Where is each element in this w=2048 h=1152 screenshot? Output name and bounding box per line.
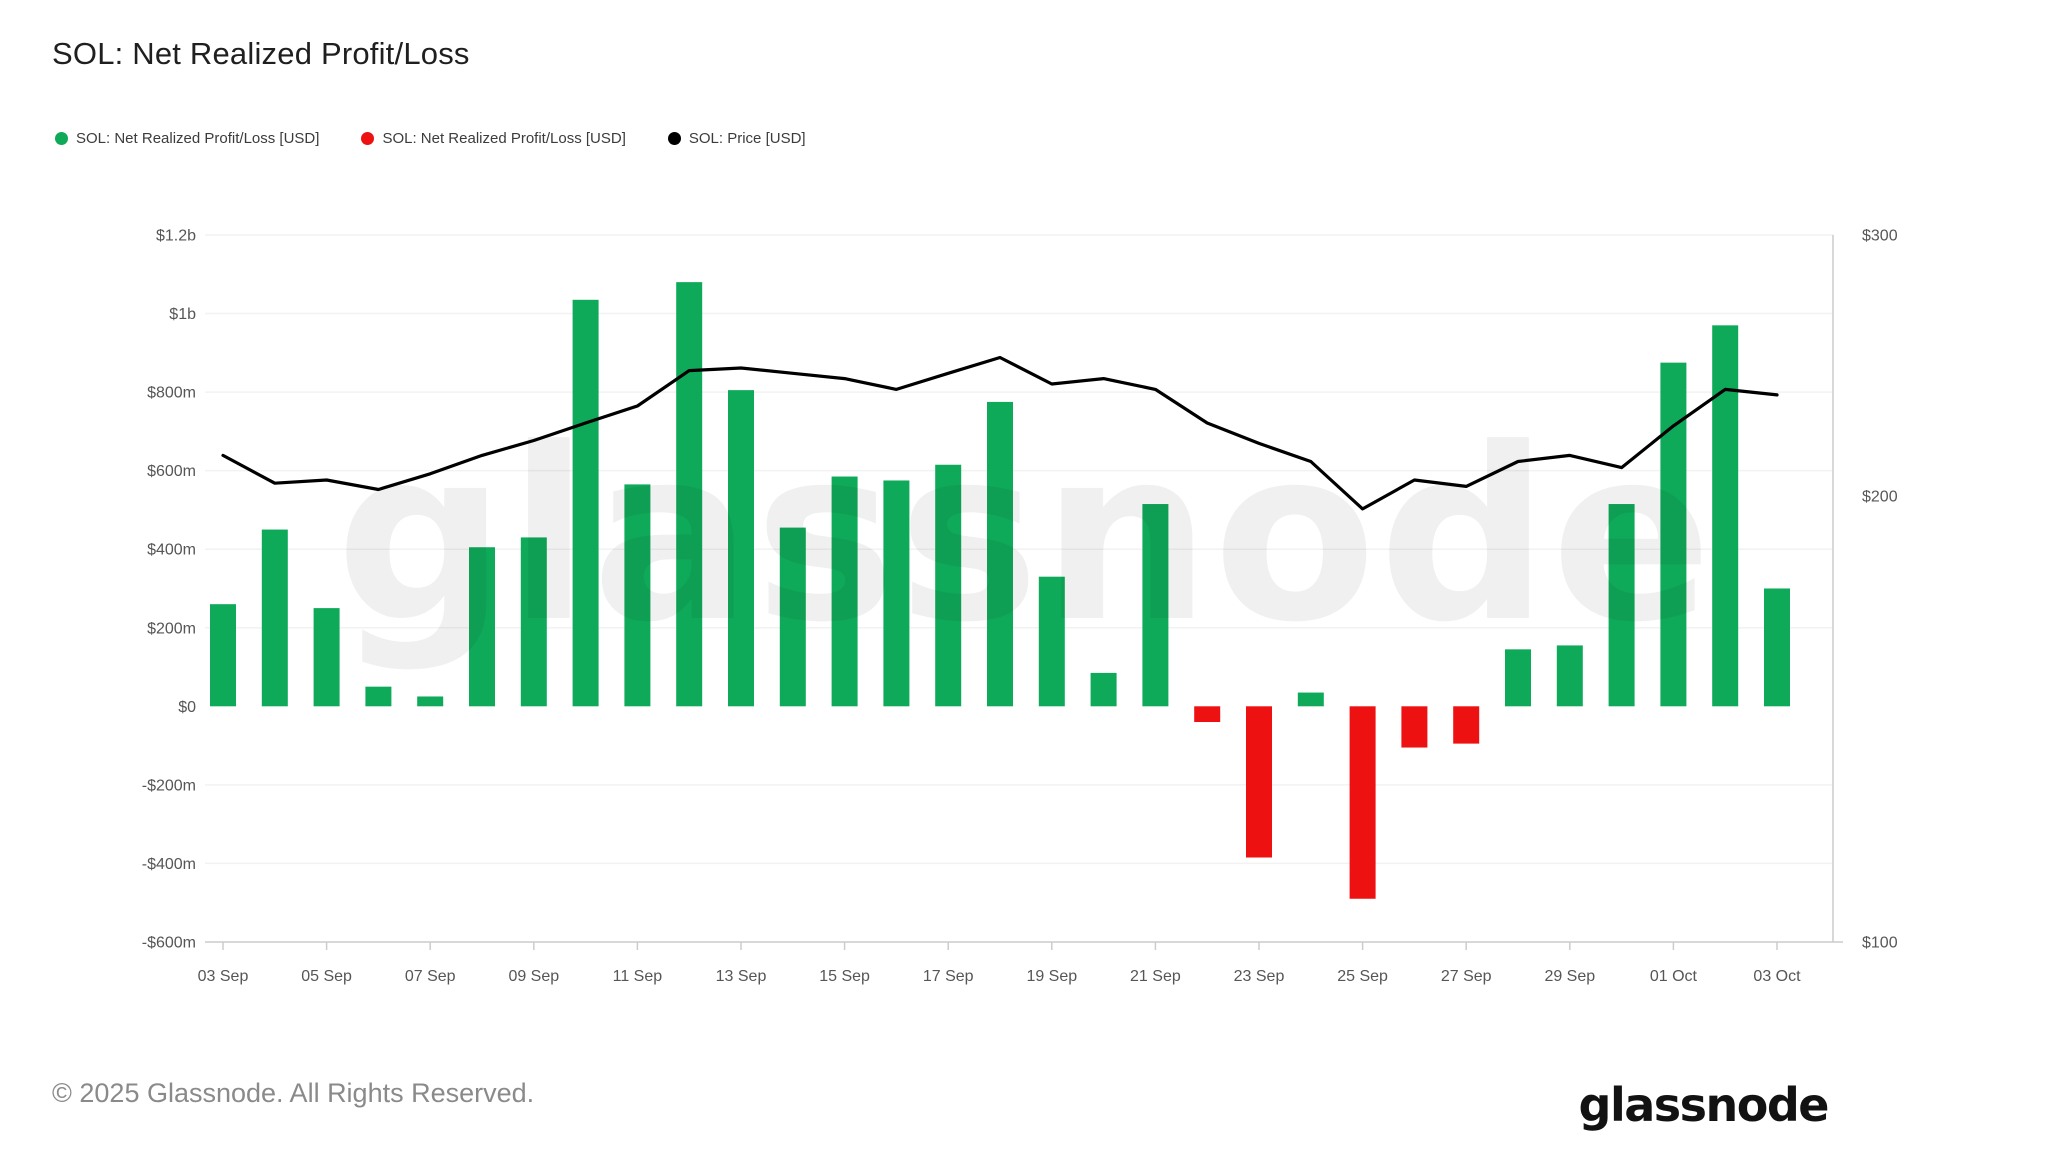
profit-bar-18-sep[interactable] (987, 401, 1013, 707)
x-axis-label: 01 Oct (1650, 968, 1698, 985)
profit-bar-30-sep[interactable] (1608, 504, 1635, 707)
x-axis-label: 21 Sep (1130, 968, 1181, 985)
legend-dot-icon (55, 132, 68, 145)
profit-bar-17-sep[interactable] (935, 464, 962, 707)
legend-item-label: SOL: Net Realized Profit/Loss [USD] (382, 130, 626, 147)
x-axis-label: 07 Sep (405, 968, 456, 985)
loss-bar-26-sep[interactable] (1401, 706, 1428, 748)
profit-bar-12-sep[interactable] (676, 282, 703, 707)
right-axis-label: $200 (1862, 488, 1898, 505)
x-axis-label: 27 Sep (1441, 968, 1492, 985)
loss-bar-23-sep[interactable] (1246, 706, 1272, 858)
legend-item-0[interactable]: SOL: Net Realized Profit/Loss [USD] (55, 130, 319, 147)
chart-title: SOL: Net Realized Profit/Loss (52, 36, 470, 71)
profit-bar-02-oct[interactable] (1712, 325, 1739, 707)
profit-bar-13-sep[interactable] (728, 390, 754, 707)
legend-item-label: SOL: Net Realized Profit/Loss [USD] (76, 130, 320, 147)
x-axis-label: 15 Sep (819, 968, 870, 985)
legend-dot-icon (667, 132, 681, 145)
profit-bar-03-oct[interactable] (1764, 588, 1790, 707)
legend-item-2[interactable]: SOL: Price [USD] (667, 130, 806, 147)
legend-dot-icon (361, 132, 375, 145)
loss-bar-27-sep[interactable] (1453, 706, 1480, 744)
legend-item-label: SOL: Price [USD] (688, 130, 806, 147)
profit-bar-21-sep[interactable] (1142, 504, 1169, 707)
profit-bar-06-sep[interactable] (365, 686, 392, 707)
profit-bar-20-sep[interactable] (1090, 672, 1117, 707)
x-axis-label: 25 Sep (1337, 968, 1388, 985)
x-axis-label: 03 Oct (1753, 968, 1801, 985)
left-axis-label: -$200m (142, 777, 196, 794)
left-axis-label: -$600m (142, 934, 196, 951)
loss-bar-25-sep[interactable] (1349, 706, 1376, 899)
right-axis-label: $300 (1862, 228, 1898, 245)
left-axis-label: $400m (147, 542, 196, 559)
left-axis-label: -$400m (142, 856, 196, 873)
profit-bar-15-sep[interactable] (831, 476, 858, 707)
profit-bar-14-sep[interactable] (779, 527, 806, 707)
x-axis-label: 09 Sep (508, 968, 559, 985)
profit-bar-19-sep[interactable] (1038, 576, 1065, 707)
price-line (221, 355, 1779, 511)
x-axis-label: 11 Sep (613, 968, 663, 985)
x-axis-label: 23 Sep (1234, 968, 1285, 985)
legend-item-1[interactable]: SOL: Net Realized Profit/Loss [USD] (361, 130, 626, 147)
profit-bar-28-sep[interactable] (1505, 649, 1531, 707)
left-axis-label: $800m (147, 385, 196, 402)
x-axis-label: 19 Sep (1026, 968, 1077, 985)
profit-bar-09-sep[interactable] (520, 537, 547, 707)
profit-bar-24-sep[interactable] (1297, 692, 1324, 707)
glassnode-logo: glassnode (1578, 1078, 1830, 1132)
profit-bar-29-sep[interactable] (1556, 645, 1583, 707)
left-axis-label: $0 (178, 699, 196, 716)
legend: SOL: Net Realized Profit/Loss [USD] SOL: … (55, 130, 806, 147)
x-axis-label: 03 Sep (198, 968, 249, 985)
left-axis-label: $1b (169, 306, 196, 323)
profit-bar-07-sep[interactable] (417, 696, 444, 707)
right-axis-label: $100 (1862, 935, 1898, 952)
profit-bar-10-sep[interactable] (572, 299, 599, 707)
profit-bar-16-sep[interactable] (883, 480, 910, 707)
copyright-text: © 2025 Glassnode. All Rights Reserved. (52, 1078, 535, 1108)
left-axis-label: $600m (147, 463, 196, 480)
profit-bar-11-sep[interactable] (624, 484, 651, 707)
left-axis-label: $200m (147, 620, 196, 637)
profit-bar-03-sep[interactable] (210, 604, 236, 707)
x-axis-label: 17 Sep (923, 968, 974, 985)
loss-bar-22-sep[interactable] (1194, 706, 1221, 723)
profit-bar-04-sep[interactable] (261, 529, 288, 707)
profit-bar-08-sep[interactable] (469, 547, 495, 707)
x-axis-label: 13 Sep (716, 968, 767, 985)
left-axis-label: $1.2b (156, 228, 196, 245)
profit-bar-05-sep[interactable] (313, 608, 340, 707)
x-axis-label: 05 Sep (301, 968, 352, 985)
glassnode-watermark: glassnode (336, 398, 1715, 675)
x-axis-label: 29 Sep (1544, 968, 1595, 985)
